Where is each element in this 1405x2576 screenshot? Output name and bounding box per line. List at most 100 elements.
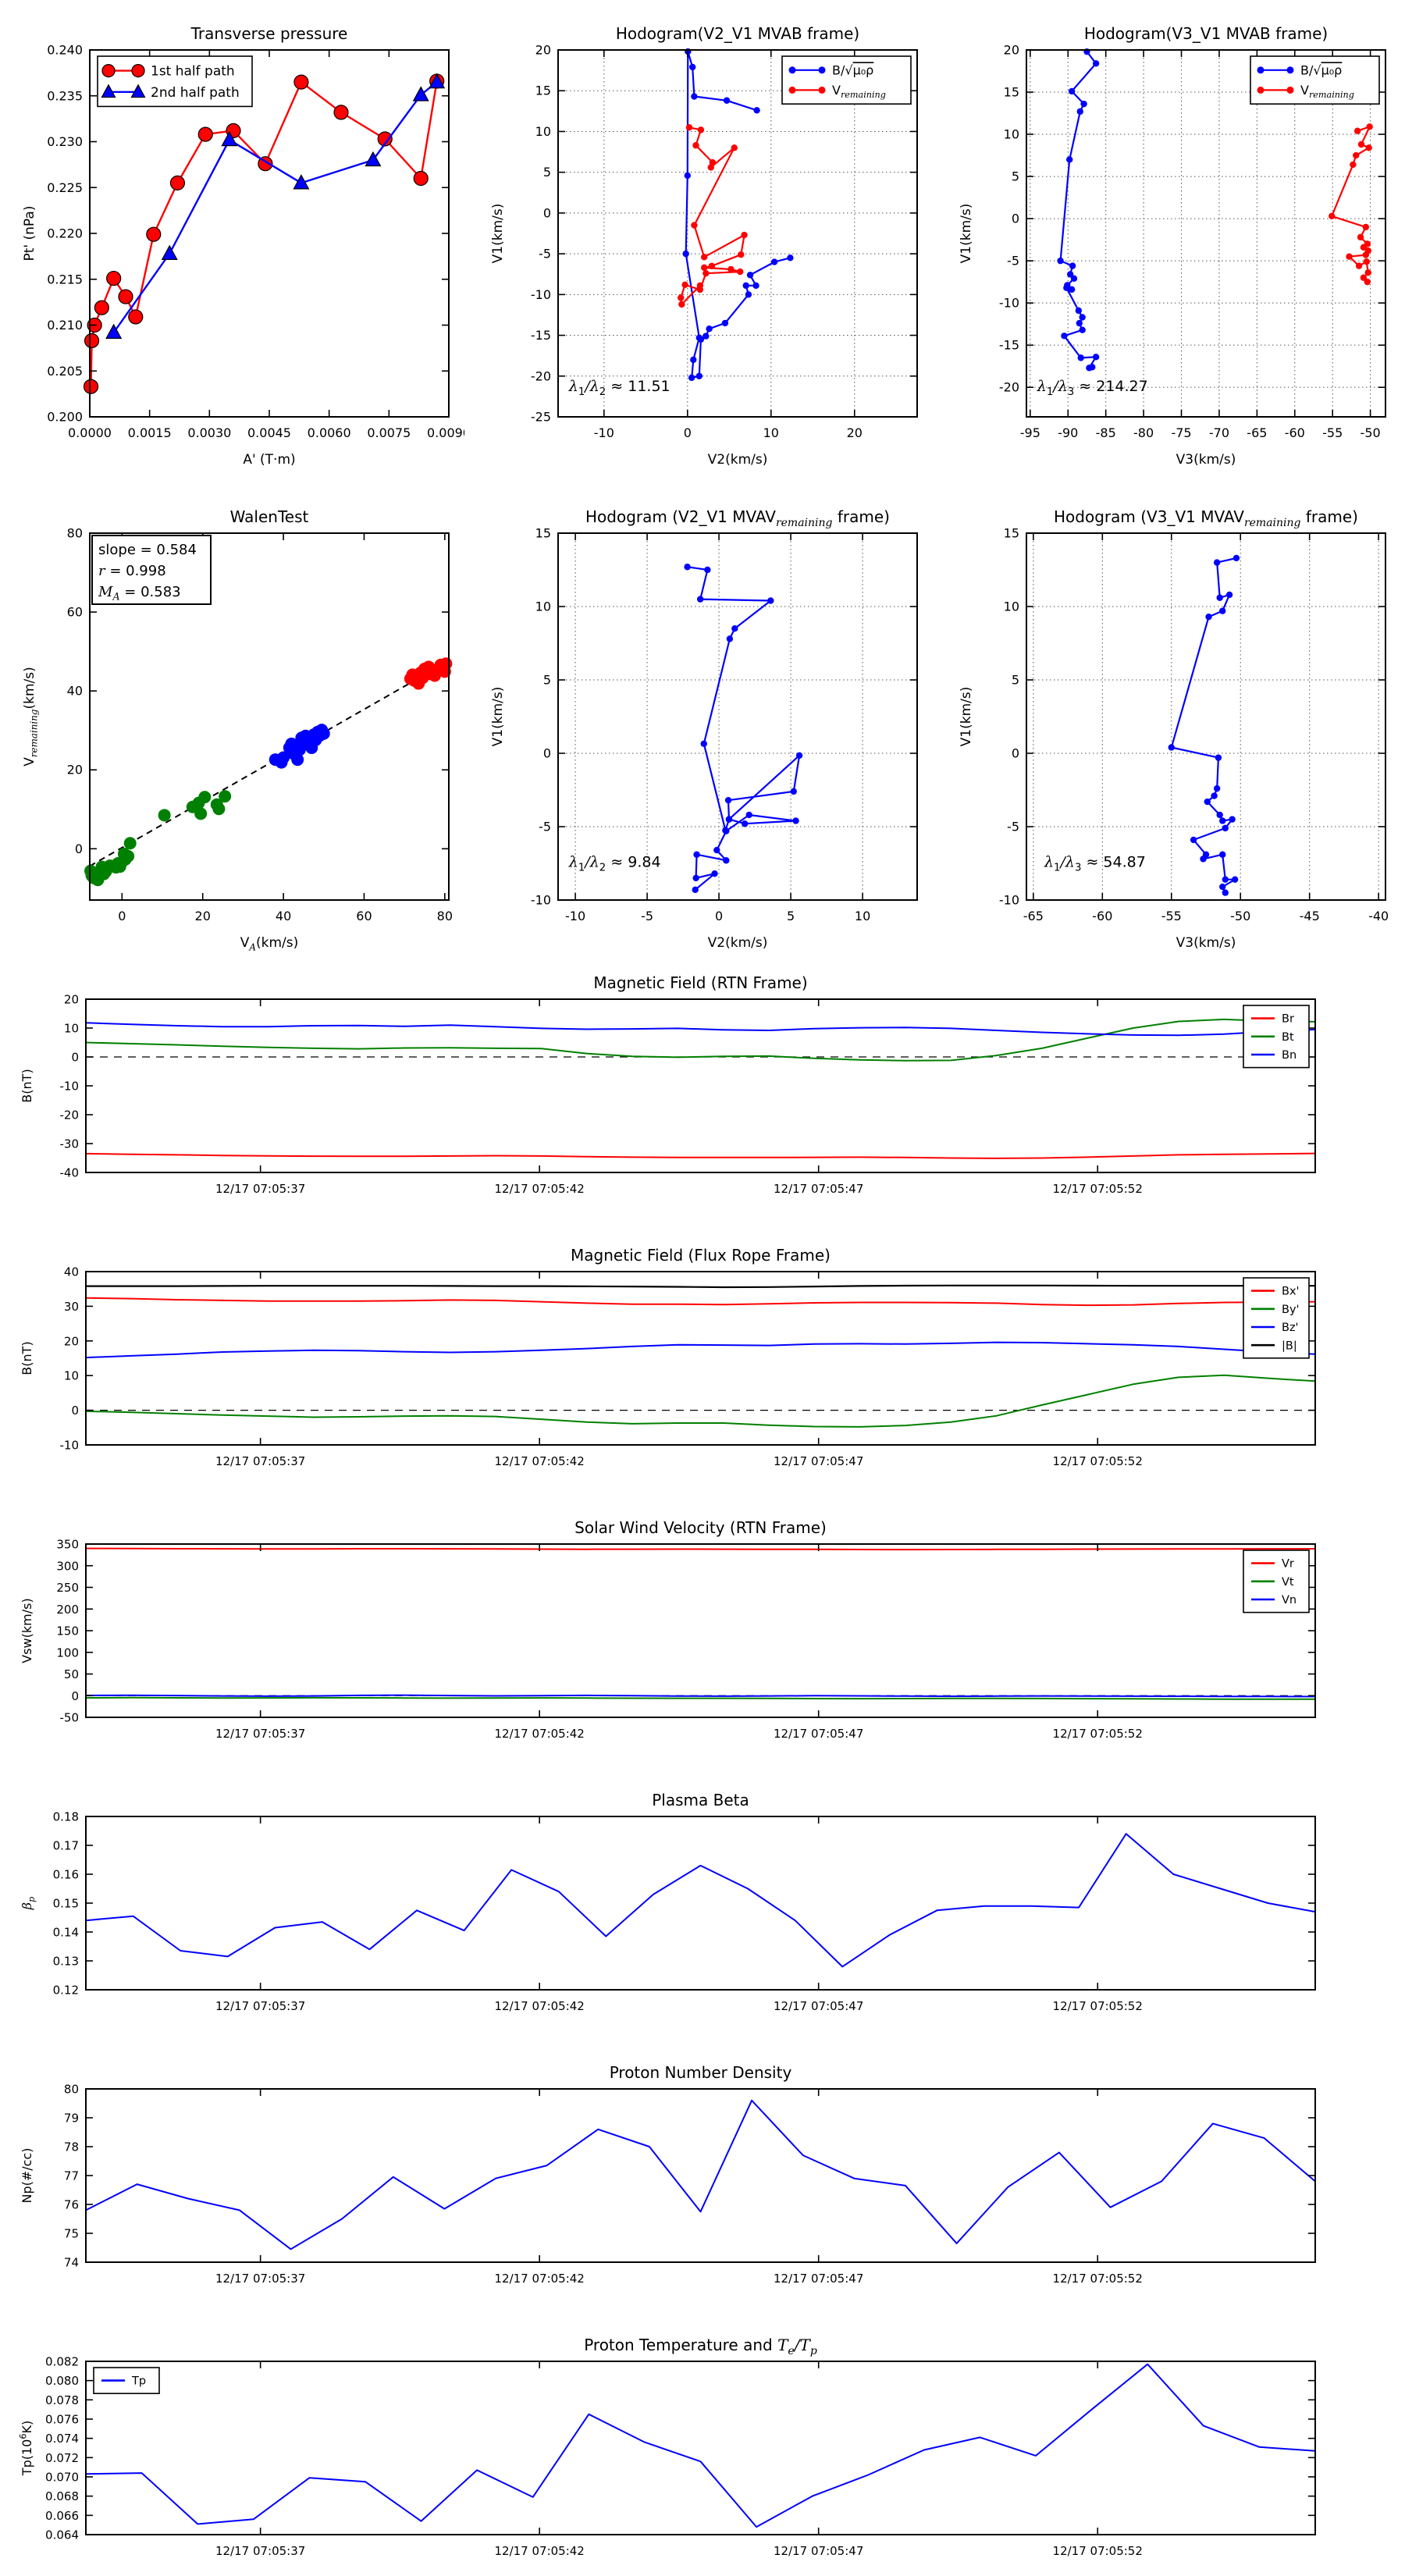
legend-label: Bx' [1282, 1286, 1300, 1298]
legend-label: 1st half path [151, 64, 235, 80]
y-tick-label: 5 [1012, 673, 1019, 688]
x-tick-label: -10 [565, 909, 585, 923]
magnetic-field-rtn-series-Bt [85, 1018, 1316, 1062]
magnetic-field-flux-rope-chart: 12/17 07:05:37 12/17 07:05:42 12/17 07:05:… [20, 1246, 1316, 1468]
x-tick-label: 12/17 07:05:42 [494, 1727, 584, 1741]
x-tick-label: -75 [1171, 425, 1191, 440]
y-tick-label: 10 [1004, 127, 1019, 142]
y-tick-label: -5 [1007, 254, 1019, 269]
x-tick-label: 12/17 07:05:37 [215, 1454, 305, 1468]
y-tick-label: 0.15 [53, 1897, 79, 1911]
legend-label: Tp [131, 2375, 146, 2388]
proton-number-density-title: Proton Number Density [610, 2063, 792, 2082]
x-tick-label: 12/17 07:05:52 [1053, 1454, 1143, 1468]
hodogram-v3v1-mvav-annotation: λ1/λ3 ≈ 54.87 [1044, 854, 1146, 874]
x-tick-label: -70 [1209, 425, 1229, 440]
x-tick-label: -85 [1096, 425, 1116, 440]
plasma-beta-series-beta [85, 1833, 1316, 1968]
y-tick-label: -20 [531, 368, 551, 383]
panel-plasma-beta: 12/17 07:05:37 12/17 07:05:42 12/17 07:05:… [0, 1784, 1405, 2056]
y-tick-label: 10 [535, 124, 551, 139]
hodogram-v2v1-mvab-plot: -10 0 10 20 -25 -20 -15 -10 -5 0 5 10 15 20 Hodogram(V… [490, 24, 918, 468]
y-tick-label: 10 [535, 600, 551, 614]
y-tick-label: -10 [531, 287, 551, 302]
y-tick-label: 20 [64, 993, 79, 1007]
y-tick-label: -20 [999, 380, 1019, 395]
transverse-pressure-plot: 0.0000 0.0015 0.0030 0.0045 0.0060 0.0075 0.00… [22, 24, 471, 468]
hodogram-v2v1-mvab-annotation: λ1/λ2 ≈ 11.51 [568, 378, 670, 398]
x-tick-label: 12/17 07:05:37 [215, 2272, 305, 2286]
proton-number-density-series-Np [85, 2099, 1316, 2250]
x-tick-label: 12/17 07:05:37 [215, 1727, 305, 1741]
proton-temperature-ylabel: Tp(106K) [18, 2421, 34, 2476]
y-tick-label: 0.076 [45, 2413, 79, 2427]
y-tick-label: 79 [64, 2112, 79, 2126]
y-tick-label: 10 [1004, 600, 1019, 614]
magnetic-field-rtn-title: Magnetic Field (RTN Frame) [593, 973, 807, 992]
y-tick-label: -40 [60, 1166, 80, 1180]
x-tick-label: -50 [1361, 425, 1381, 440]
panel-hodogram-v2v1-mvav: -10 -5 0 5 10 -10 -5 0 5 10 15 Hodogram (V2_V1 MVAV… [472, 483, 933, 966]
x-tick-label: 12/17 07:05:47 [774, 1999, 863, 2013]
x-tick-label: 20 [195, 909, 211, 923]
y-tick-label: 75 [64, 2227, 79, 2241]
magnetic-field-rtn-series-Bn [85, 1022, 1316, 1037]
x-tick-label: 12/17 07:05:42 [494, 2272, 584, 2286]
x-tick-label: 0.0075 [367, 425, 411, 440]
hodogram-v2v1-mvav-ylabel: V1(km/s) [490, 687, 506, 747]
hodogram-v3v1-mvav-xlabel: V3(km/s) [1176, 935, 1236, 951]
legend-label: Bn [1282, 1049, 1297, 1062]
hodogram-v2v1-mvab-chart: -10 0 10 20 -25 -20 -15 -10 -5 0 5 10 15 20 Hodogram(V… [490, 24, 918, 468]
legend-box [97, 55, 253, 108]
y-tick-label: 77 [64, 2169, 79, 2183]
legend-label: B/√μ₀ρ [832, 62, 873, 77]
x-tick-label: 5 [787, 909, 795, 923]
y-tick-label: 40 [64, 1265, 79, 1279]
x-tick-label: -60 [1092, 909, 1112, 923]
proton-number-density-ylabel: Np(#/cc) [20, 2148, 34, 2204]
panel-proton-temperature: 12/17 07:05:37 12/17 07:05:42 12/17 07:05:… [0, 2329, 1405, 2576]
walen-test-xlabel: VA(km/s) [240, 935, 299, 952]
x-tick-label: 12/17 07:05:37 [215, 1182, 305, 1196]
y-tick-label: 40 [67, 684, 83, 699]
y-tick-label: 0.082 [45, 2355, 79, 2369]
hodogram-v3v1-mvab-ylabel: V1(km/s) [959, 204, 974, 264]
x-tick-label: 12/17 07:05:47 [774, 2272, 863, 2286]
hodogram-v2v1-mvab-series-B [685, 51, 791, 379]
y-tick-label: 50 [64, 1667, 79, 1681]
y-tick-label: 0 [543, 205, 551, 220]
walen-test-chart: 0 20 40 60 80 0 20 40 60 80 WalenTest VA(km/s) Vrema… [22, 507, 453, 952]
legend-label: Vn [1282, 1594, 1297, 1606]
transverse-pressure-chart: 0.0000 0.0015 0.0030 0.0045 0.0060 0.0075 0.00… [22, 24, 471, 468]
x-tick-label: 12/17 07:05:52 [1053, 1999, 1143, 2013]
y-tick-label: -20 [60, 1108, 80, 1123]
panel-proton-number-density: 12/17 07:05:37 12/17 07:05:42 12/17 07:05:… [0, 2056, 1405, 2329]
info-box-line: r = 0.998 [98, 563, 166, 579]
axes-frame [89, 532, 450, 901]
y-tick-label: 300 [56, 1559, 79, 1573]
y-tick-label: -10 [531, 893, 551, 908]
panel-solar-wind-velocity: 12/17 07:05:37 12/17 07:05:42 12/17 07:05:… [0, 1511, 1405, 1784]
proton-temperature-title: Proton Temperature and Te/Tp [584, 2336, 817, 2357]
y-tick-label: 0.235 [47, 88, 83, 103]
x-tick-label: -65 [1023, 909, 1044, 923]
y-tick-label: -5 [539, 820, 551, 834]
panel-transverse-pressure: 0.0000 0.0015 0.0030 0.0045 0.0060 0.0075 0.00… [4, 0, 471, 483]
x-tick-label: 0 [118, 909, 126, 923]
y-tick-label: -5 [539, 247, 551, 262]
axes-frame [85, 2361, 1316, 2535]
row-second-panels: 0 20 40 60 80 0 20 40 60 80 WalenTest VA(km/s) Vrema… [0, 483, 1405, 966]
y-tick-label: 15 [535, 526, 551, 541]
x-tick-label: 12/17 07:05:52 [1053, 1727, 1143, 1741]
y-tick-label: 0.066 [45, 2509, 79, 2523]
axes-frame [85, 998, 1316, 1173]
y-tick-label: 10 [64, 1022, 79, 1036]
x-tick-label: -45 [1300, 909, 1320, 923]
y-tick-label: 5 [543, 673, 551, 688]
y-tick-label: 5 [543, 165, 551, 180]
x-tick-label: -55 [1322, 425, 1343, 440]
axes-frame [557, 49, 918, 418]
info-box-line: MA = 0.583 [98, 584, 181, 603]
plasma-beta-plot: 12/17 07:05:37 12/17 07:05:42 12/17 07:05:… [20, 1791, 1316, 2013]
